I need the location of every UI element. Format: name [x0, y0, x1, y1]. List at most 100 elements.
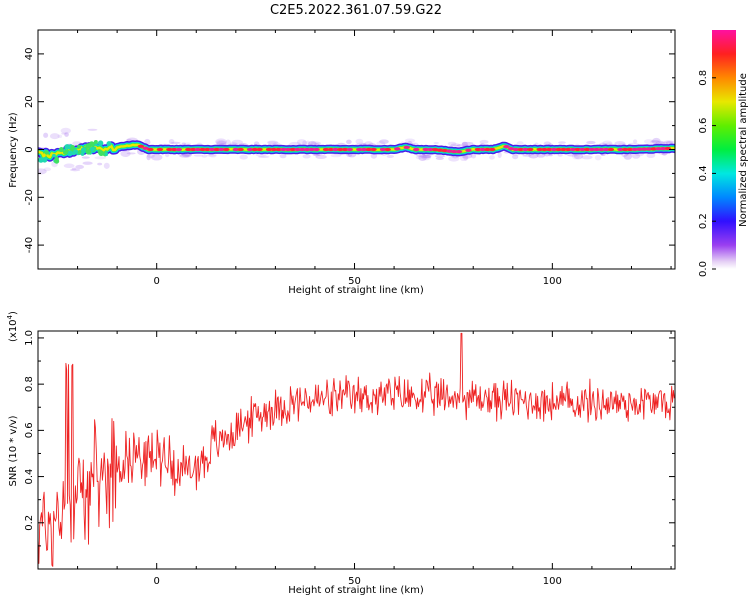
- spectrum-core: [166, 147, 173, 152]
- spectrum-halo: [38, 168, 47, 175]
- spectrum-halo: [231, 139, 244, 145]
- spectrum-halo: [170, 141, 181, 144]
- spectrum-core: [427, 147, 434, 152]
- x-tick-label: 0: [154, 576, 160, 587]
- spectrum-halo: [168, 139, 175, 145]
- spectrum-core: [170, 147, 178, 152]
- spectrum-core: [360, 147, 368, 152]
- spectrum-core: [299, 147, 306, 152]
- spectrum-halo: [420, 155, 432, 159]
- spectrum-halo: [146, 153, 155, 158]
- spectrum-core: [645, 147, 653, 151]
- spectrum-halo: [63, 163, 75, 169]
- y-tick-label: 40: [24, 48, 35, 61]
- spectrum-core: [636, 147, 643, 151]
- spectrum-halo: [379, 139, 389, 144]
- spectrum-halo: [120, 150, 131, 158]
- snr-frame: [37, 330, 676, 570]
- spectrum-core: [655, 147, 662, 151]
- spectrum-core: [484, 147, 491, 152]
- spectrum-halo: [422, 154, 431, 159]
- spectrum-core: [246, 147, 254, 152]
- spectrum-halo: [267, 140, 279, 145]
- spectrum-core: [555, 147, 562, 152]
- y-tick-label: 0.8: [24, 376, 35, 392]
- spectrum-core: [289, 147, 296, 152]
- x-tick-label: 0: [154, 276, 160, 287]
- colorbar: 0.0 0.2 0.4 0.6 0.8 Normalized spectral ampl…: [698, 30, 749, 277]
- spectrum-core: [588, 147, 596, 152]
- y-tick-label: 0.2: [24, 515, 35, 531]
- spectrum-core: [356, 147, 363, 152]
- y-tick-label: -20: [24, 189, 35, 205]
- spectrum-halo: [61, 132, 67, 135]
- colorbar-gradient: [712, 30, 736, 269]
- spectrum-halo: [330, 153, 342, 158]
- spectrum-halo: [310, 141, 322, 146]
- y-tick-label: 0.6: [24, 422, 35, 438]
- spectrum-halo: [434, 155, 446, 158]
- x-tick-label: 50: [348, 576, 361, 587]
- spectrum-core: [422, 147, 429, 152]
- spectrum-core: [213, 147, 221, 152]
- spectrum-core: [602, 147, 610, 152]
- spectrum-core: [208, 147, 216, 152]
- spectrum-core: [185, 147, 192, 152]
- spectrum-halo: [456, 144, 467, 147]
- spectrum-halo: [447, 141, 457, 146]
- spectrum-core: [379, 147, 387, 152]
- spectrum-halo: [57, 134, 63, 139]
- spectrum-halo: [404, 138, 416, 143]
- spectrum-core: [512, 147, 520, 152]
- spectrum-halo: [181, 142, 186, 145]
- spectrum-core: [204, 147, 211, 152]
- spectrum-halo: [302, 154, 311, 159]
- spectrum-speckle: [67, 150, 73, 156]
- spectrum-halo: [557, 153, 563, 157]
- spectrum-halo: [602, 140, 613, 146]
- spectrum-halo: [49, 133, 60, 140]
- spectrum-halo: [258, 155, 270, 158]
- spectrum-halo: [646, 152, 656, 159]
- spectrum-core: [569, 147, 577, 152]
- x-tick-label: 100: [543, 276, 562, 287]
- spectrum-halo: [411, 142, 419, 145]
- spectrum-core: [503, 145, 510, 149]
- spectrum-speckle: [52, 153, 56, 158]
- spectrum-core: [474, 147, 482, 152]
- spectrum-core: [598, 147, 605, 152]
- spectrum-core: [294, 147, 301, 152]
- spectrum-core: [156, 147, 164, 152]
- spectrum-core: [621, 147, 629, 152]
- spectrum-core: [413, 147, 420, 152]
- spectrum-halo: [302, 140, 307, 147]
- spectrum-speckle: [97, 149, 103, 155]
- spectrum-halo: [528, 153, 539, 159]
- spectrum-halo: [586, 140, 596, 145]
- spectrum-halo: [69, 168, 81, 172]
- spectrum-halo: [489, 155, 495, 160]
- spectrum-halo: [209, 153, 217, 158]
- spectrum-speckle: [93, 139, 98, 144]
- x-tick-label: 50: [348, 276, 361, 287]
- spectrum-halo: [643, 139, 654, 144]
- spectrum-halo: [193, 154, 204, 157]
- spectrum-halo: [215, 138, 227, 145]
- spectrum-halo: [536, 153, 546, 158]
- spectrum-halo: [239, 154, 248, 160]
- colorbar-tick-label: 0.0: [698, 261, 709, 277]
- spectrum-core: [617, 147, 624, 152]
- spectrum-halo: [459, 154, 468, 162]
- spectrum-core: [365, 147, 372, 152]
- spectrum-core: [650, 147, 657, 151]
- spectrum-core: [223, 147, 230, 152]
- spectrum-halo: [522, 154, 532, 157]
- spectrum-halo: [415, 155, 423, 160]
- spectrum-halo: [201, 155, 208, 158]
- spectrum-halo: [631, 153, 641, 159]
- spectrum-speckle: [104, 152, 109, 157]
- spectrum-core: [256, 147, 263, 152]
- spectrum-halo: [567, 154, 578, 157]
- spectrum-halo: [81, 156, 90, 159]
- spectrum-halo: [103, 162, 110, 169]
